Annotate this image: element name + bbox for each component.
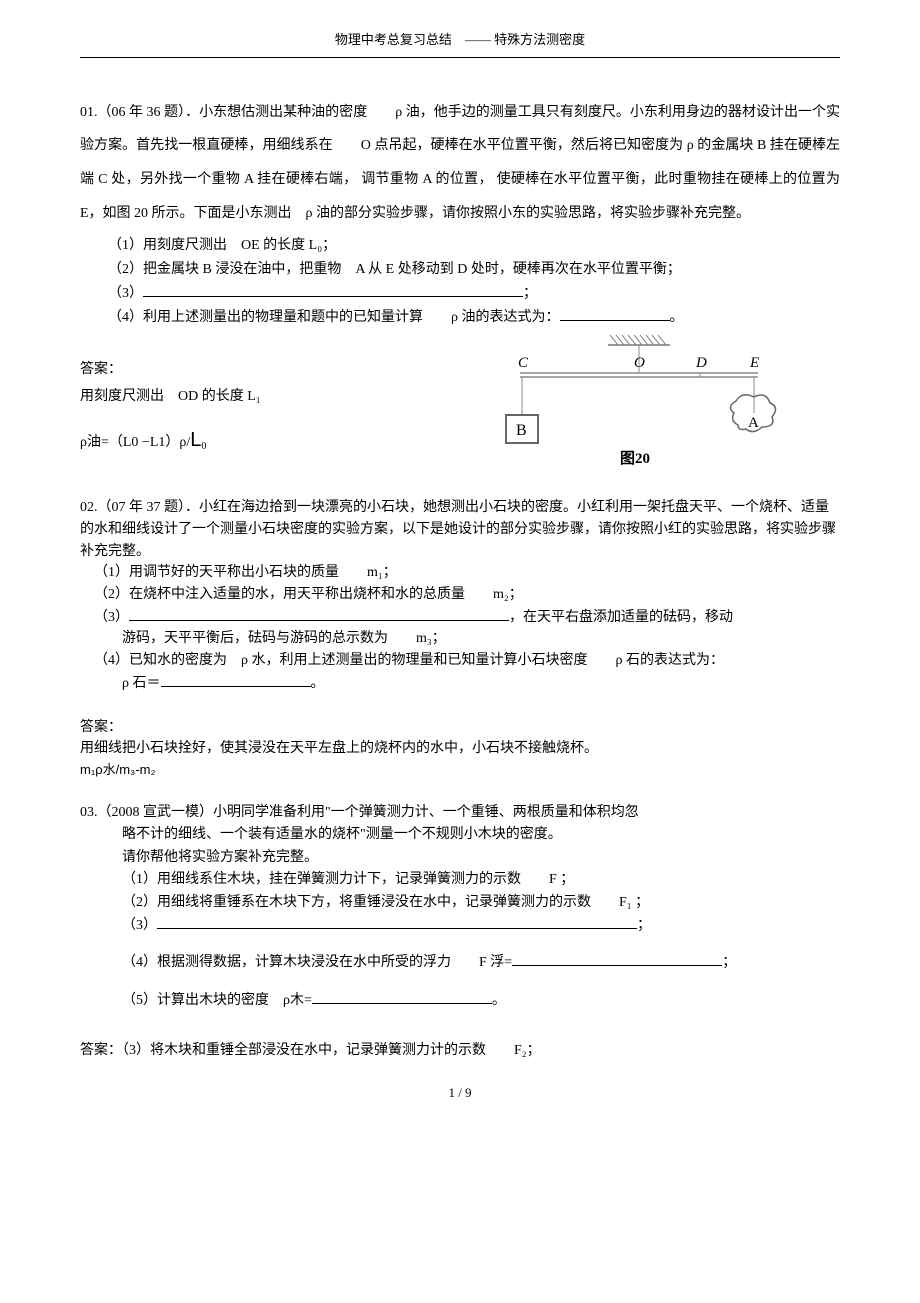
q3-step2: （2）用细线将重锤系在木块下方，将重锤浸没在水中，记录弹簧测力的示数 F₁ ； bbox=[122, 892, 840, 914]
page-header: 物理中考总复习总结 —— 特殊方法测密度 bbox=[80, 30, 840, 58]
q2-step4-line2: ρ 石＝ 。 bbox=[94, 672, 840, 695]
q2-step2: （2）在烧杯中注入适量的水，用天平称出烧杯和水的总质量 m₂； bbox=[94, 584, 840, 606]
svg-text:O: O bbox=[634, 355, 645, 371]
q1-step4-pre: （4）利用上述测量出的物理量和题中的已知量计算 ρ 油的表达式为： bbox=[108, 310, 560, 325]
svg-text:A: A bbox=[748, 415, 759, 431]
q1-answer-2: ρ油=（L0 −L1）ρ/L0 bbox=[80, 421, 261, 459]
blank-line bbox=[157, 914, 637, 929]
q1-intro: 01.（06 年 36 题）．小东想估测出某种油的密度 ρ 油，他手边的测量工具… bbox=[80, 96, 840, 230]
q2-step3-pre: （3） bbox=[94, 610, 129, 625]
q3-intro1: 03.（2008 宣武一模）小明同学准备利用"一个弹簧测力计、一个重锤、两根质量… bbox=[80, 802, 840, 824]
q1-step3-pre: （3） bbox=[108, 286, 143, 301]
q1-step4: （4）利用上述测量出的物理量和题中的已知量计算 ρ 油的表达式为： 。 bbox=[108, 306, 840, 330]
q1-ans2b: L bbox=[190, 429, 201, 451]
figure-20: B A C O D E 图20 bbox=[500, 335, 780, 470]
q1-step3: （3） ； bbox=[108, 282, 840, 306]
svg-text:图20: 图20 bbox=[620, 450, 650, 467]
q1-answer-label: 答案： bbox=[80, 357, 261, 384]
question-02: 02.（07 年 37 题）．小红在海边拾到一块漂亮的小石块，她想测出小石块的密… bbox=[80, 497, 840, 780]
svg-text:C: C bbox=[518, 355, 529, 371]
q1-ans2c: 0 bbox=[201, 441, 206, 452]
q2-answer-label: 答案： bbox=[80, 717, 840, 739]
q2-step3-line2: 游码，天平平衡后，砝码与游码的总示数为 m₃； bbox=[94, 628, 840, 650]
q2-step4-a: ρ 石＝ bbox=[122, 676, 161, 691]
q3-step4-post: ； bbox=[722, 955, 736, 970]
q1-step3-post: ； bbox=[523, 286, 537, 301]
svg-text:B: B bbox=[516, 422, 527, 439]
q2-step4: （4）已知水的密度为 ρ 水，利用上述测量出的物理量和已知量计算小石块密度 ρ … bbox=[94, 650, 840, 672]
q2-step1: （1）用调节好的天平称出小石块的质量 m₁； bbox=[94, 562, 840, 584]
q3-step5-post: 。 bbox=[492, 993, 506, 1008]
question-03: 03.（2008 宣武一模）小明同学准备利用"一个弹簧测力计、一个重锤、两根质量… bbox=[80, 802, 840, 1063]
q3-step3: （3） ； bbox=[122, 914, 840, 937]
q1-ans2a: ρ油=（L0 −L1）ρ/ bbox=[80, 435, 190, 450]
q2-answer2: m₁ρ水/m₃-m₂ bbox=[80, 760, 840, 780]
blank-line bbox=[143, 282, 523, 297]
q2-step3: （3） ，在天平右盘添加适量的砝码，移动 bbox=[94, 606, 840, 629]
q1-step2: （2）把金属块 B 浸没在油中，把重物 A 从 E 处移动到 D 处时，硬棒再次… bbox=[108, 258, 840, 282]
blank-line bbox=[312, 989, 492, 1004]
q3-answer: 答案：（3）将木块和重锤全部浸没在水中，记录弹簧测力计的示数 F₂； bbox=[80, 1040, 840, 1062]
blank-line bbox=[512, 951, 722, 966]
q2-step4-b: 。 bbox=[311, 676, 325, 691]
q1-step1: （1）用刻度尺测出 OE 的长度 L₀； bbox=[108, 234, 840, 258]
q3-step3-post: ； bbox=[637, 918, 651, 933]
q3-intro3: 请你帮他将实验方案补充完整。 bbox=[122, 847, 840, 869]
q2-answer1: 用细线把小石块拴好，使其浸没在天平左盘上的烧杯内的水中，小石块不接触烧杯。 bbox=[80, 738, 840, 760]
q2-step3-post: ，在天平右盘添加适量的砝码，移动 bbox=[509, 610, 733, 625]
svg-text:E: E bbox=[749, 355, 759, 371]
q3-step3-pre: （3） bbox=[122, 918, 157, 933]
q3-step1: （1）用细线系住木块，挂在弹簧测力计下，记录弹簧测力的示数 F ； bbox=[122, 869, 840, 891]
q2-intro: 02.（07 年 37 题）．小红在海边拾到一块漂亮的小石块，她想测出小石块的密… bbox=[80, 497, 840, 562]
question-01: 01.（06 年 36 题）．小东想估测出某种油的密度 ρ 油，他手边的测量工具… bbox=[80, 96, 840, 466]
q3-intro2: 略不计的细线、一个装有适量水的烧杯"测量一个不规则小木块的密度。 bbox=[122, 824, 840, 846]
q1-answer-1: 用刻度尺测出 OD 的长度 L₁ bbox=[80, 384, 261, 411]
svg-text:D: D bbox=[695, 355, 707, 371]
blank-line bbox=[129, 606, 509, 621]
blank-line bbox=[161, 672, 311, 687]
q3-step4: （4）根据测得数据，计算木块浸没在水中所受的浮力 F 浮= ； bbox=[122, 951, 840, 974]
q3-step5: （5）计算出木块的密度 ρ木= 。 bbox=[122, 989, 840, 1012]
q1-step4-post: 。 bbox=[670, 310, 684, 325]
page-footer: 1 / 9 bbox=[80, 1083, 840, 1104]
q3-step4-pre: （4）根据测得数据，计算木块浸没在水中所受的浮力 F 浮= bbox=[122, 955, 512, 970]
blank-line bbox=[560, 306, 670, 321]
q3-step5-pre: （5）计算出木块的密度 ρ木= bbox=[122, 993, 312, 1008]
